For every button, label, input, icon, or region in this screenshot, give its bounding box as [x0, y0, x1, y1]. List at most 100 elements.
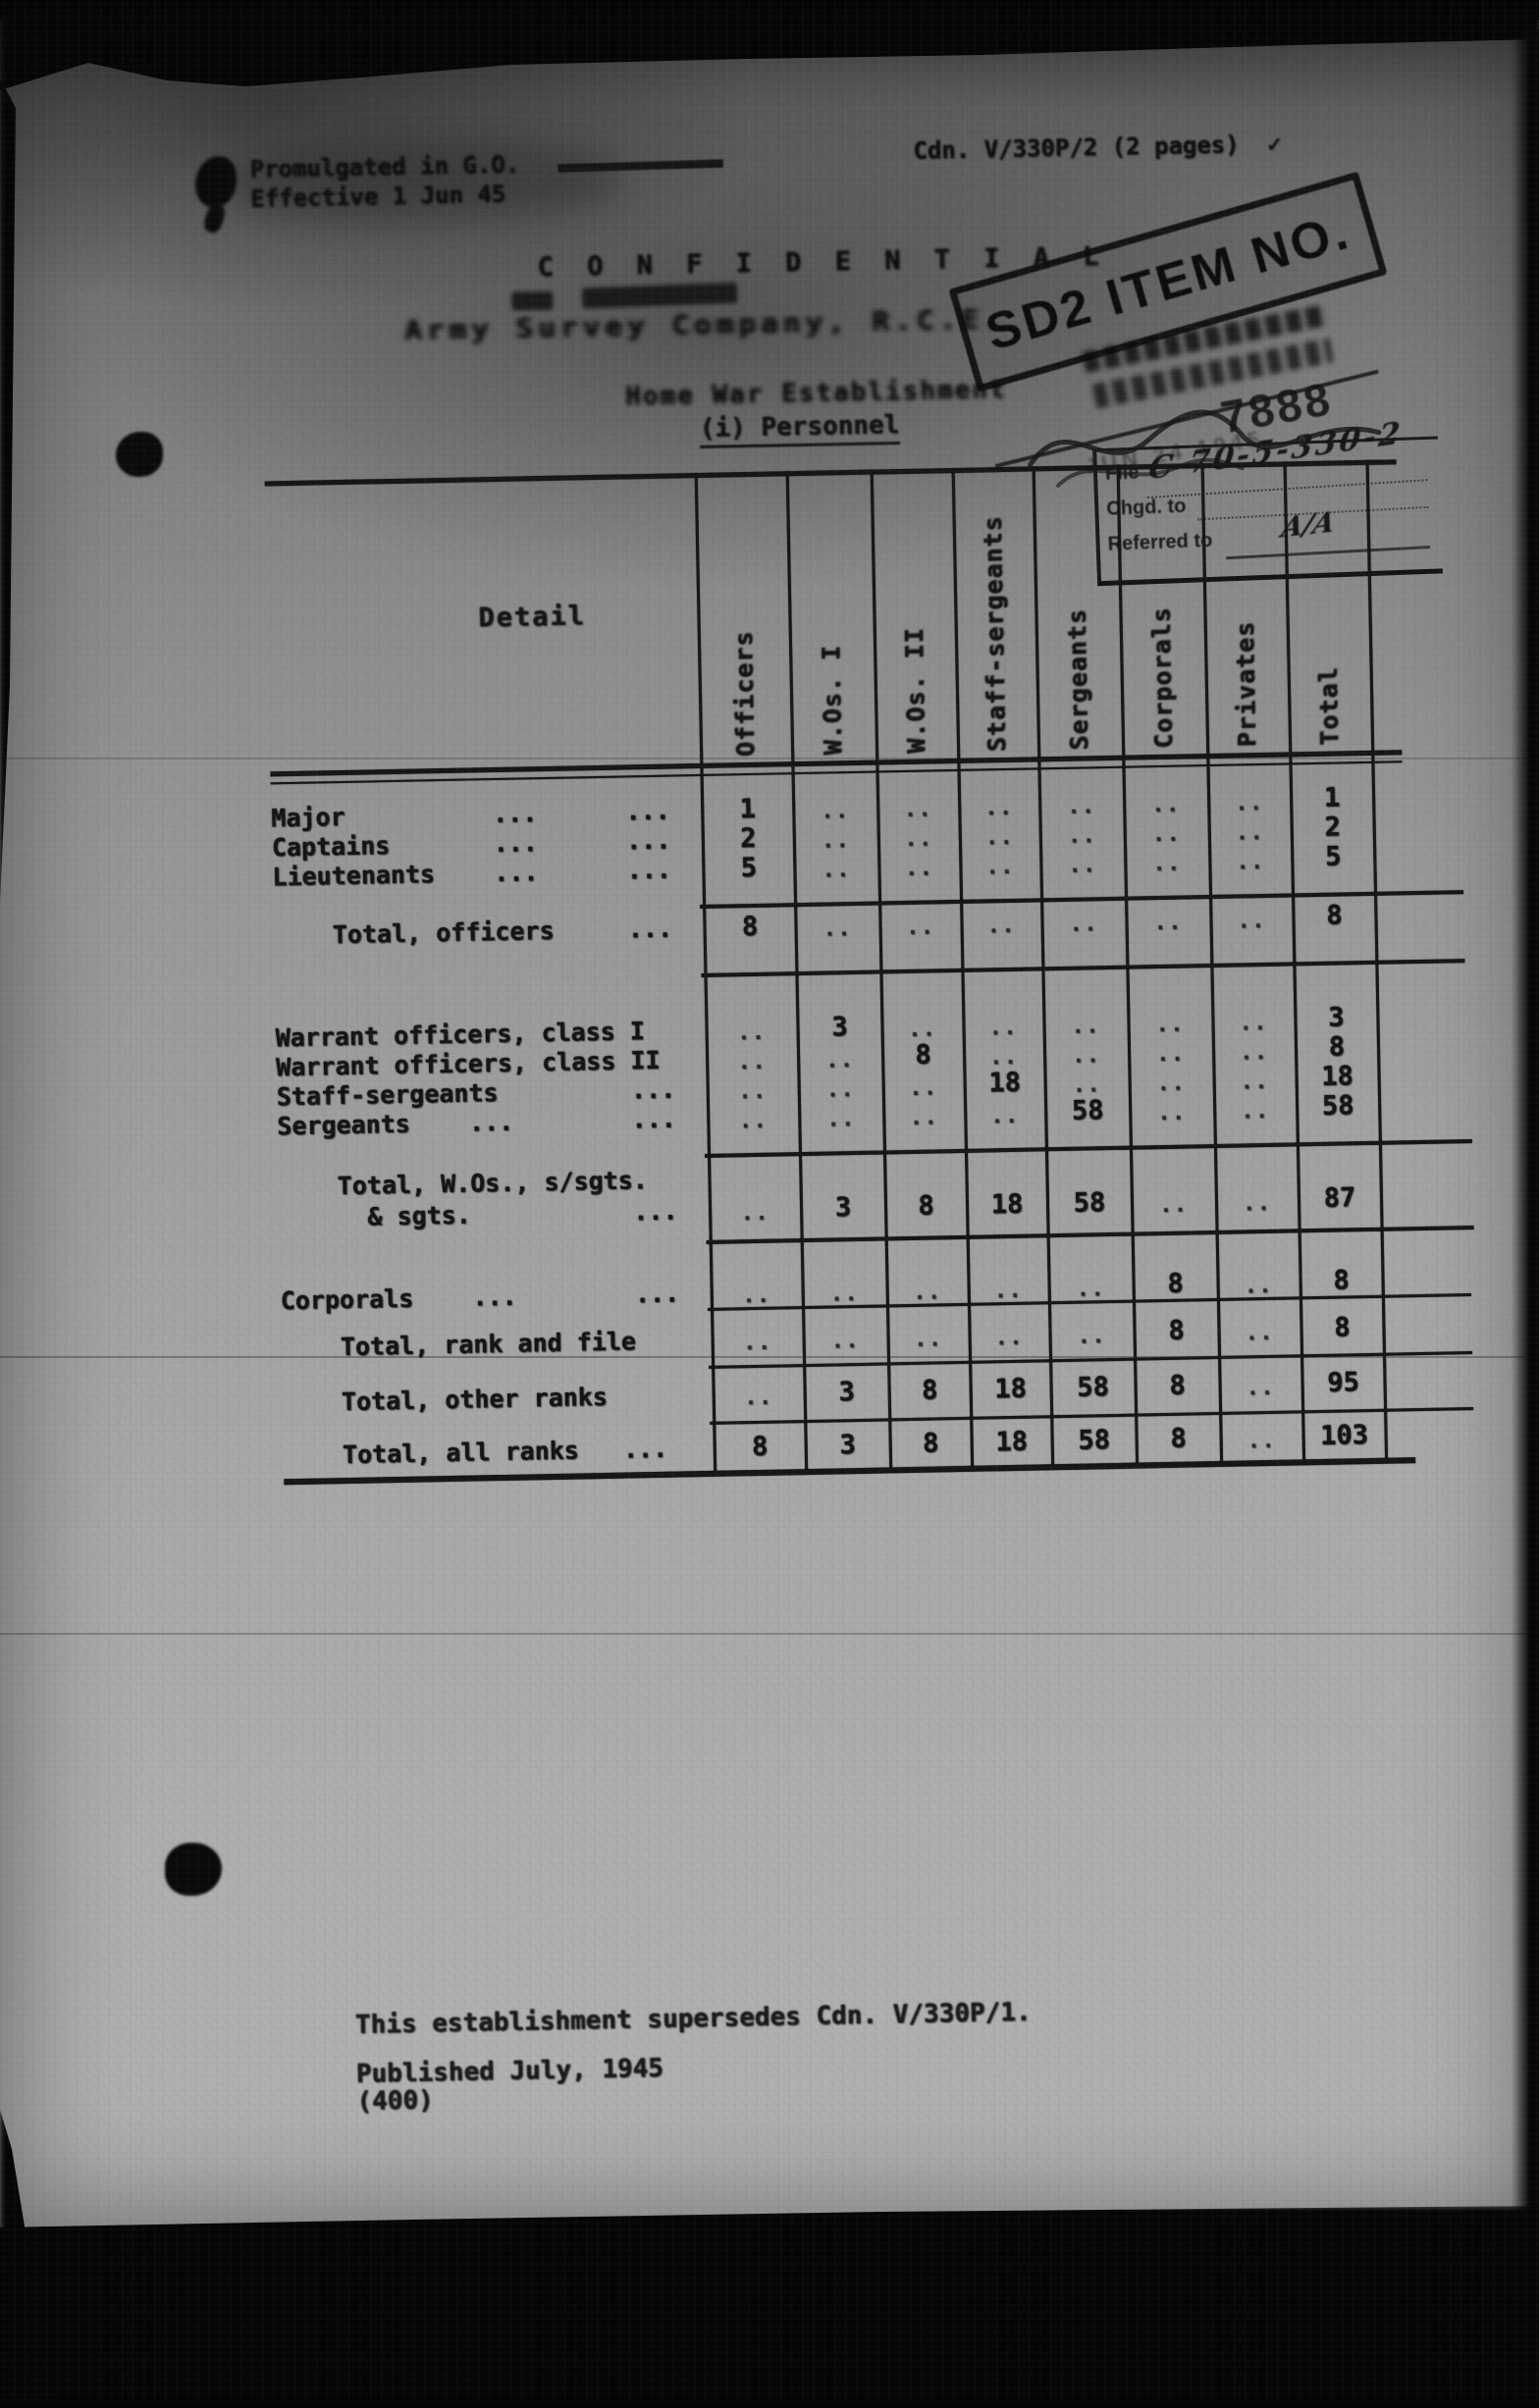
promulgated-text: Promulgated in G.O. — [249, 150, 520, 183]
table-cell: 18 — [990, 1188, 1024, 1221]
table-cell: .. — [1241, 1098, 1271, 1124]
table-cell: .. — [1072, 1073, 1102, 1097]
table-cell: .. — [1076, 1277, 1106, 1301]
table-cell: 8 — [1167, 1268, 1185, 1299]
table-cell: .. — [909, 1105, 939, 1129]
table-row-label: Total, officers ... — [273, 914, 673, 951]
table-cell: .. — [1151, 792, 1182, 817]
table-cell: 58 — [1071, 1095, 1104, 1126]
table-cell: 18 — [1321, 1061, 1354, 1092]
table-cell: .. — [1067, 823, 1097, 848]
supersedes-line: This establishment supersedes Cdn. V/330… — [354, 1997, 1032, 2040]
table-cell: .. — [1245, 1320, 1275, 1345]
table-cell: .. — [1235, 819, 1265, 845]
table-cell: 58 — [1321, 1090, 1354, 1122]
effective-line: Effective 1 Jun 45 — [249, 180, 506, 213]
table-cell: 3 — [838, 1377, 856, 1408]
unit-title-line: Army Survey Company, R.C.E. — [403, 303, 1006, 346]
table-cell: .. — [1067, 794, 1097, 818]
column-header-w-os-ii: W.Os. II — [899, 627, 930, 755]
table-row-label: & sgts. ... — [278, 1196, 678, 1233]
table-cell: 2 — [739, 822, 757, 855]
file-dotted-rule — [1146, 479, 1428, 499]
table-cell: 8 — [1328, 1031, 1346, 1063]
table-cell: .. — [914, 1327, 944, 1351]
table-row-label: Lieutenants ... ... — [272, 855, 672, 892]
table-cell: 8 — [922, 1428, 939, 1459]
column-header-officers: Officers — [728, 630, 760, 758]
table-cell: .. — [821, 799, 851, 823]
table-cell: 103 — [1319, 1420, 1369, 1451]
table-cell: .. — [822, 828, 851, 853]
table-cell: .. — [1156, 1041, 1186, 1067]
grid-horizontal-rule — [701, 959, 1465, 978]
table-cell: 8 — [751, 1431, 769, 1463]
table-cell: .. — [1156, 1071, 1187, 1096]
table-cell: 8 — [1333, 1265, 1351, 1296]
table-cell: .. — [1246, 1375, 1276, 1400]
table-cell: .. — [1235, 790, 1265, 815]
table-row-label: Corporals ... ... — [280, 1279, 680, 1316]
establishment-line: Home War Establishment — [624, 374, 1007, 412]
handwritten-scrawl — [1028, 409, 1382, 488]
table-row-label: Total, W.Os., s/sgts. — [278, 1166, 649, 1202]
column-header-corporals: Corporals — [1146, 606, 1179, 750]
table-cell: 1 — [1323, 782, 1341, 813]
illegible-smudge-right — [581, 282, 738, 309]
reference-text: Cdn. V/330P/2 (2 pages) — [913, 131, 1240, 165]
table-cell: .. — [743, 1330, 773, 1355]
table-cell: .. — [1077, 1324, 1107, 1348]
table-cell: .. — [913, 1280, 943, 1304]
table-cell: .. — [1159, 1192, 1189, 1218]
table-cell: 5 — [740, 852, 758, 884]
table-cell: .. — [1240, 1039, 1269, 1065]
table-cell: 2 — [1324, 811, 1342, 843]
table-cell: .. — [1155, 1012, 1186, 1037]
column-header-staff-sergeants: Staff-sergeants — [978, 515, 1012, 753]
table-cell: 3 — [831, 1012, 848, 1043]
scan-fold-line-3 — [0, 1633, 1539, 1635]
table-cell: 18 — [994, 1373, 1028, 1405]
table-cell: 8 — [1170, 1423, 1188, 1454]
table-cell: .. — [903, 797, 933, 822]
illegible-smudge-left — [511, 290, 554, 311]
table-cell: .. — [1247, 1428, 1277, 1453]
table-cell: .. — [986, 913, 1017, 938]
table-cell: .. — [740, 1200, 770, 1226]
table-cell: 58 — [1073, 1187, 1106, 1219]
scan-edge-bottom — [0, 2206, 1539, 2402]
table-cell: 8 — [1326, 900, 1343, 931]
table-cell: .. — [822, 858, 852, 882]
table-cell: .. — [744, 1385, 774, 1410]
table-cell: .. — [1243, 1190, 1272, 1216]
column-header-privates: Privates — [1230, 620, 1262, 748]
table-cell: .. — [1244, 1273, 1274, 1298]
table-cell: 58 — [1078, 1425, 1111, 1456]
table-cell: .. — [1151, 821, 1182, 847]
column-header-total: Total — [1313, 666, 1345, 746]
paper-sheet — [0, 20, 1539, 2227]
table-cell: .. — [823, 916, 853, 941]
table-cell: 8 — [741, 911, 759, 943]
punch-hole-top — [116, 432, 163, 477]
table-cell: .. — [989, 1044, 1020, 1070]
column-header-sergeants: Sergeants — [1062, 607, 1094, 751]
scan-edge-right — [1512, 29, 1539, 2402]
table-cell: .. — [1240, 1069, 1270, 1094]
table-cell: .. — [738, 1108, 769, 1133]
table-cell: .. — [737, 1049, 768, 1074]
table-cell: .. — [985, 854, 1016, 879]
table-row-label: Sergeants ... ... — [277, 1104, 676, 1141]
section-heading: (i) Personnel — [699, 410, 900, 448]
table-cell: .. — [984, 824, 1015, 850]
table-row-label: Total, other ranks — [282, 1382, 609, 1418]
copies-line: (400) — [356, 2085, 435, 2117]
table-cell: .. — [738, 1078, 769, 1104]
table-cell: .. — [984, 795, 1015, 820]
table-cell: 8 — [1169, 1370, 1187, 1401]
table-cell: .. — [1152, 851, 1183, 876]
published-line: Published July, 1945 — [355, 2053, 664, 2089]
table-cell: .. — [1069, 912, 1099, 936]
table-cell: 1 — [739, 793, 757, 825]
